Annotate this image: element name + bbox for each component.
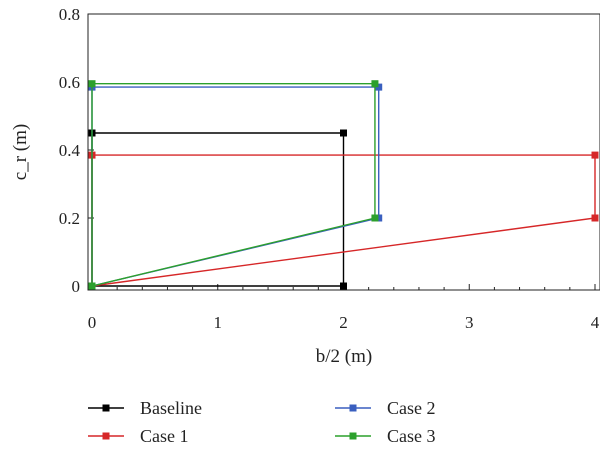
x-tick-label: 0 <box>88 313 97 332</box>
legend-swatch-marker <box>102 432 110 440</box>
series-case-2 <box>88 83 383 290</box>
legend-label: Case 3 <box>387 426 436 446</box>
legend-swatch-marker <box>349 404 357 412</box>
y-tick-label: 0.6 <box>59 73 80 92</box>
x-tick-label: 1 <box>214 313 223 332</box>
series-case-3 <box>88 80 379 290</box>
series-baseline <box>88 129 347 290</box>
legend-swatch-marker <box>349 432 357 440</box>
y-tick-label: 0.8 <box>59 5 80 24</box>
x-axis-label: b/2 (m) <box>316 346 372 367</box>
legend: Baseline Case 1 Case 2 Case 3 <box>88 398 436 446</box>
legend-item-baseline: Baseline <box>88 398 202 418</box>
data-point-baseline <box>340 282 347 290</box>
x-tick-label: 3 <box>465 313 474 332</box>
series-line-case-2 <box>91 86 380 287</box>
series-line-case-3 <box>91 82 376 287</box>
series-layer <box>88 80 599 290</box>
data-point-baseline <box>340 129 347 137</box>
data-point-case-3 <box>371 214 379 222</box>
y-tick-label: 0.4 <box>59 141 81 160</box>
x-tick-label: 4 <box>591 313 600 332</box>
x-axis-ticks: 0 1 2 3 4 <box>88 284 600 332</box>
y-axis-label: c_r (m) <box>10 124 31 180</box>
data-point-case-3 <box>371 80 379 88</box>
legend-swatch-marker <box>102 404 110 412</box>
y-tick-label: 0.2 <box>59 209 80 228</box>
legend-item-case-1: Case 1 <box>88 426 189 446</box>
data-point-case-2 <box>375 214 383 222</box>
series-line-baseline <box>91 132 345 287</box>
data-point-case-1 <box>591 151 599 159</box>
data-point-case-2 <box>375 83 383 91</box>
legend-label: Baseline <box>140 398 202 418</box>
y-tick-label: 0 <box>72 277 81 296</box>
legend-item-case-2: Case 2 <box>335 398 436 418</box>
data-point-case-3 <box>88 80 96 88</box>
data-point-case-3 <box>88 282 96 290</box>
y-axis-ticks: 0 0.2 0.4 0.6 0.8 <box>59 5 94 296</box>
legend-label: Case 2 <box>387 398 436 418</box>
data-point-case-1 <box>591 214 599 222</box>
legend-label: Case 1 <box>140 426 189 446</box>
x-tick-label: 2 <box>339 313 348 332</box>
legend-item-case-3: Case 3 <box>335 426 436 446</box>
